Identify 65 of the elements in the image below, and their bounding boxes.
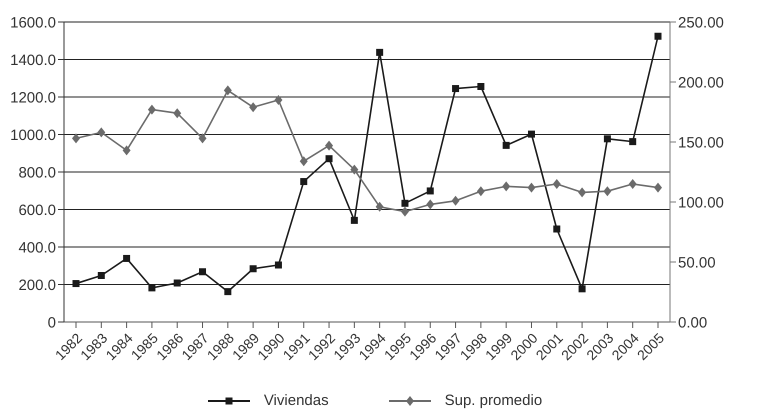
point bbox=[502, 142, 510, 149]
point bbox=[477, 83, 484, 90]
point bbox=[173, 108, 182, 118]
point bbox=[250, 265, 257, 272]
point bbox=[502, 181, 510, 192]
point bbox=[629, 138, 636, 146]
point bbox=[123, 254, 130, 262]
point bbox=[604, 135, 611, 142]
point bbox=[326, 155, 333, 162]
point bbox=[274, 262, 282, 268]
point bbox=[426, 187, 434, 194]
y-tick-label: 1200.0 bbox=[10, 89, 56, 106]
y2-tick-label: 50.00 bbox=[678, 254, 716, 272]
point bbox=[148, 104, 156, 115]
point bbox=[224, 85, 232, 96]
y2-tick-label: 150.00 bbox=[678, 134, 724, 152]
point bbox=[274, 95, 282, 105]
point bbox=[350, 164, 358, 175]
y-tick-label: 600.0 bbox=[18, 202, 56, 219]
point bbox=[350, 216, 358, 224]
point bbox=[198, 133, 207, 144]
y-tick-label: 1400.0 bbox=[10, 52, 56, 69]
point bbox=[300, 156, 308, 166]
y-tick-label: 1000.0 bbox=[10, 126, 56, 144]
y-tick-label: 1600.0 bbox=[10, 14, 56, 32]
point bbox=[628, 179, 637, 189]
point bbox=[452, 196, 460, 206]
point bbox=[527, 182, 536, 193]
y-tick-label: 400.0 bbox=[18, 239, 56, 256]
point bbox=[98, 272, 105, 279]
point bbox=[72, 133, 80, 144]
point bbox=[174, 280, 181, 286]
point bbox=[72, 280, 80, 288]
point bbox=[401, 200, 408, 207]
point bbox=[476, 186, 485, 196]
y2-tick-label: 0.00 bbox=[678, 314, 708, 332]
point bbox=[553, 226, 560, 232]
y-tick-label: 800.0 bbox=[18, 164, 56, 182]
point bbox=[578, 285, 586, 292]
point bbox=[300, 178, 308, 186]
point bbox=[528, 130, 535, 138]
y-tick-label: 0 bbox=[48, 314, 56, 332]
point bbox=[603, 186, 612, 196]
legend-label: Viviendas bbox=[264, 392, 329, 409]
point bbox=[426, 199, 434, 210]
point bbox=[376, 48, 384, 56]
point bbox=[249, 102, 258, 112]
point bbox=[578, 187, 586, 198]
legend-label: Sup. promedio bbox=[444, 392, 542, 409]
point bbox=[325, 140, 334, 151]
point bbox=[654, 182, 662, 193]
y-tick-label: 200.0 bbox=[18, 276, 56, 294]
point bbox=[452, 85, 460, 92]
point bbox=[199, 268, 206, 276]
point bbox=[97, 127, 106, 138]
y2-tick-label: 200.00 bbox=[678, 74, 724, 92]
y2-tick-label: 100.00 bbox=[678, 194, 724, 212]
point bbox=[400, 206, 409, 217]
point bbox=[376, 202, 384, 212]
point bbox=[654, 32, 662, 40]
point bbox=[552, 179, 561, 189]
point bbox=[224, 288, 232, 296]
point bbox=[148, 284, 156, 292]
y2-tick-label: 250.00 bbox=[678, 14, 724, 32]
point bbox=[122, 145, 131, 156]
